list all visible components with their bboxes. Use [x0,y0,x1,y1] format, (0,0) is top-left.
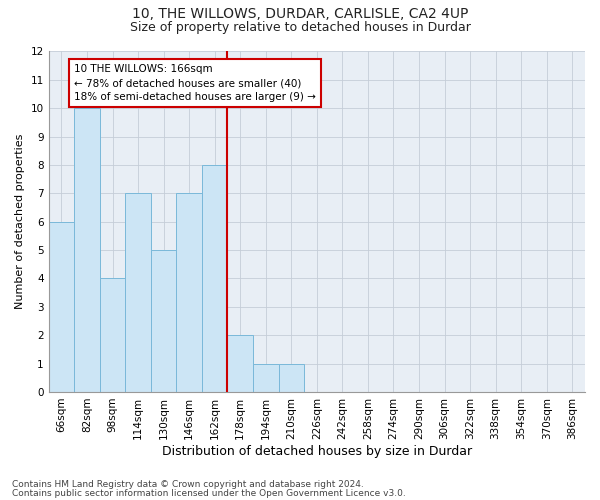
Text: 10 THE WILLOWS: 166sqm
← 78% of detached houses are smaller (40)
18% of semi-det: 10 THE WILLOWS: 166sqm ← 78% of detached… [74,64,316,102]
Bar [49,222,74,392]
Bar [202,165,227,392]
Bar [227,335,253,392]
X-axis label: Distribution of detached houses by size in Durdar: Distribution of detached houses by size … [162,444,472,458]
Bar [176,194,202,392]
Bar [253,364,278,392]
Y-axis label: Number of detached properties: Number of detached properties [15,134,25,310]
Bar [125,194,151,392]
Bar [278,364,304,392]
Text: Contains public sector information licensed under the Open Government Licence v3: Contains public sector information licen… [12,488,406,498]
Text: 10, THE WILLOWS, DURDAR, CARLISLE, CA2 4UP: 10, THE WILLOWS, DURDAR, CARLISLE, CA2 4… [132,8,468,22]
Text: Size of property relative to detached houses in Durdar: Size of property relative to detached ho… [130,22,470,35]
Text: Contains HM Land Registry data © Crown copyright and database right 2024.: Contains HM Land Registry data © Crown c… [12,480,364,489]
Bar [74,108,100,392]
Bar [100,278,125,392]
Bar [151,250,176,392]
